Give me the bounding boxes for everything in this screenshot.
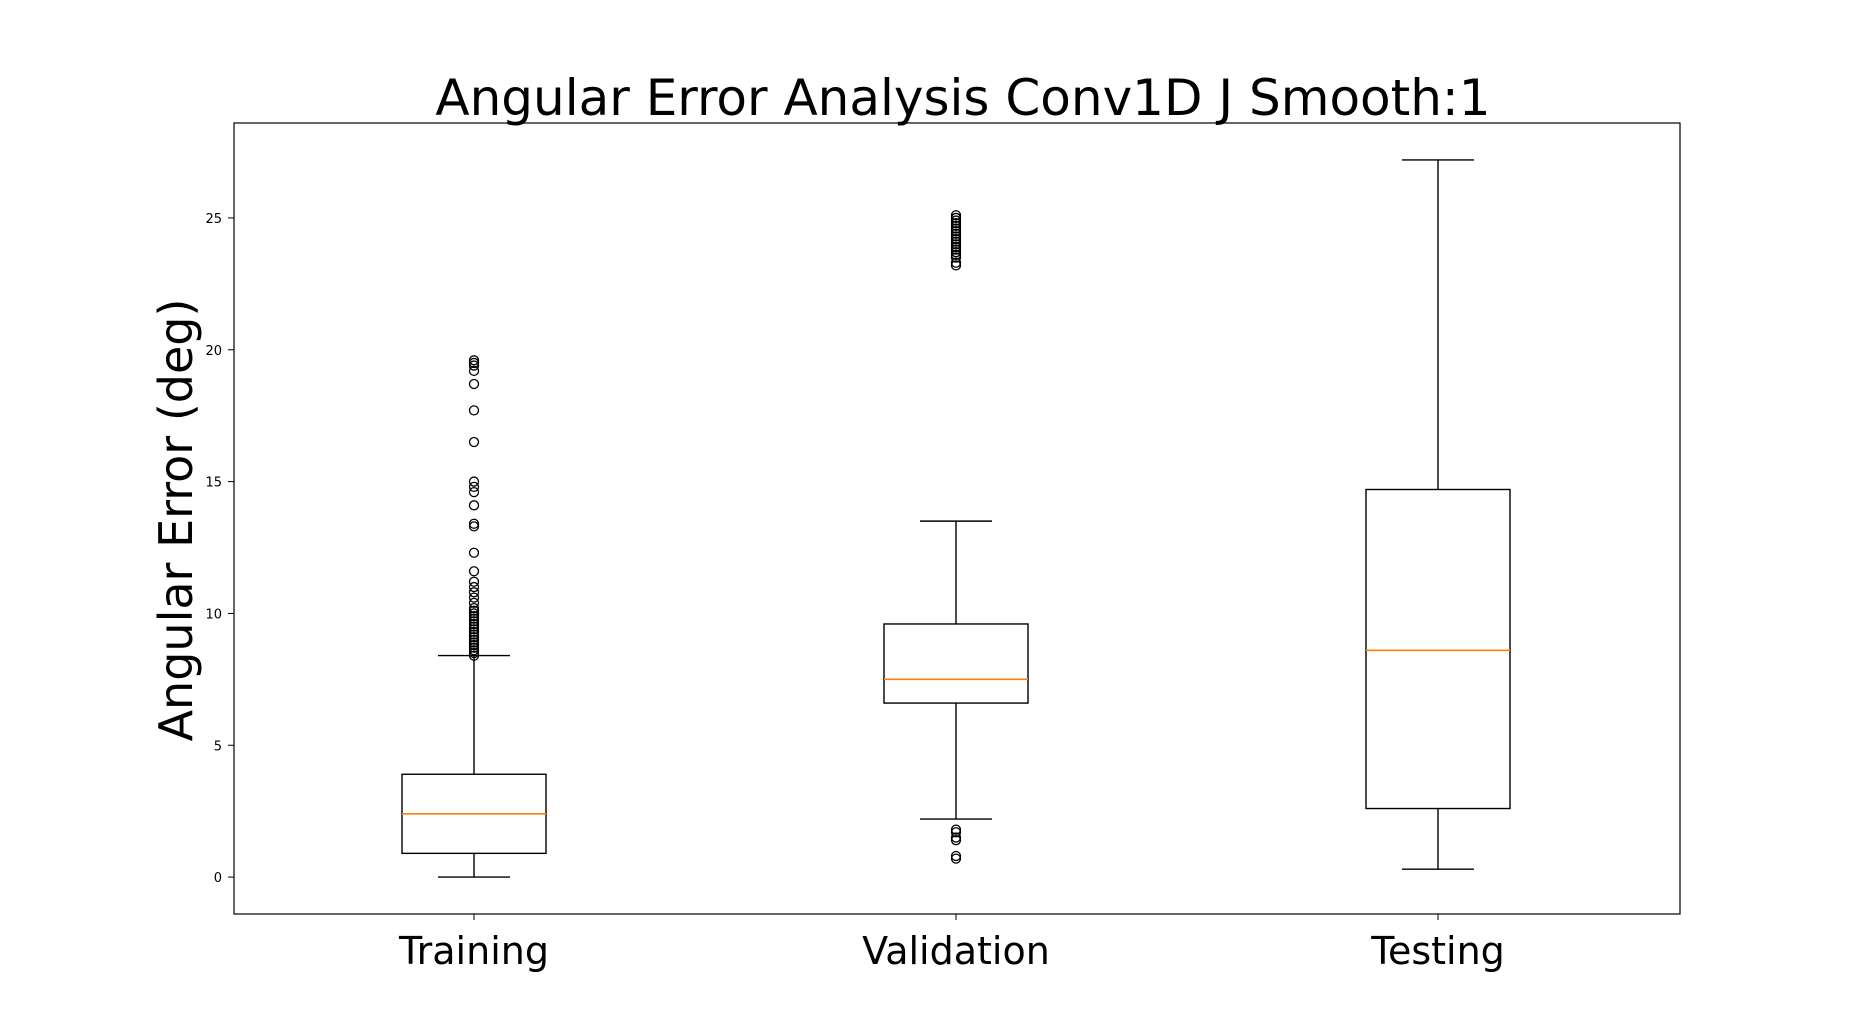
outlier-training (468, 650, 480, 661)
outlier-training (468, 639, 480, 651)
outlier-validation (950, 257, 962, 268)
outlier-validation (950, 215, 962, 226)
outlier-training (468, 602, 480, 614)
plot-area: 0 5 10 15 20 25 Training Validation Testing (205, 159, 1511, 973)
outlier-validation (950, 824, 962, 835)
axes-frame (233, 122, 1681, 915)
outlier-validation (950, 210, 962, 221)
outlier-training (468, 621, 480, 632)
y-tick-label: 10 (205, 607, 222, 622)
outlier-validation (950, 212, 962, 224)
y-tick-label: 15 (205, 476, 222, 491)
outlier-training (468, 616, 480, 627)
outlier-training (468, 642, 480, 653)
outlier-validation (950, 850, 962, 862)
x-tick-label-testing: Testing (1370, 929, 1505, 973)
outlier-training (468, 581, 480, 593)
outlier-training (468, 481, 480, 493)
outlier-validation (950, 827, 962, 838)
outlier-training (468, 360, 480, 371)
outlier-training (468, 624, 480, 635)
outlier-validation (950, 247, 962, 258)
outlier-training (468, 365, 480, 376)
x-tick-label-training: Training (398, 929, 549, 973)
outlier-training (468, 592, 480, 603)
outlier-training (468, 378, 480, 390)
outlier-validation (950, 239, 962, 250)
outlier-training (468, 634, 480, 645)
outlier-validation (950, 225, 962, 237)
outlier-training (468, 647, 480, 659)
outlier-validation (950, 233, 962, 245)
outlier-training (468, 645, 480, 656)
outlier-validation (950, 249, 962, 260)
y-tick-label: 20 (205, 344, 222, 359)
box-testing (1365, 488, 1511, 810)
outlier-training (468, 436, 480, 448)
outlier-validation (950, 244, 962, 255)
outlier-training (468, 597, 480, 609)
outlier-training (468, 618, 480, 630)
chart-title: Angular Error Analysis Conv1D J Smooth:1 (435, 69, 1490, 127)
outlier-validation (950, 252, 962, 263)
outlier-training (468, 486, 480, 498)
outlier-validation (950, 236, 962, 247)
outlier-training (468, 521, 480, 532)
y-axis-label: Angular Error (deg) (149, 299, 203, 742)
outlier-training (468, 626, 480, 638)
outlier-validation (950, 220, 962, 231)
outlier-validation (950, 853, 962, 864)
outlier-training (468, 608, 480, 619)
outlier-training (468, 518, 480, 529)
box-validation (883, 623, 1029, 704)
outlier-training (468, 629, 480, 640)
outlier-validation (950, 260, 962, 271)
outlier-training (468, 405, 480, 416)
outlier-training (468, 613, 480, 624)
y-tick-label: 0 (214, 871, 222, 886)
outlier-training (468, 587, 480, 598)
x-tick-label-validation: Validation (862, 929, 1050, 973)
outlier-training (468, 632, 480, 643)
outlier-training (468, 500, 480, 511)
outlier-validation (950, 241, 962, 253)
outlier-validation (950, 835, 962, 846)
outlier-training (468, 476, 480, 487)
outlier-validation (950, 218, 962, 229)
outlier-training (468, 355, 480, 366)
y-tick-label: 5 (214, 739, 222, 754)
outlier-training (468, 547, 480, 558)
outlier-training (468, 637, 480, 648)
outlier-training (468, 610, 480, 622)
outlier-training (468, 566, 480, 577)
outlier-training (468, 576, 480, 587)
outlier-validation (950, 832, 962, 843)
outlier-training (468, 605, 480, 616)
outlier-validation (950, 228, 962, 239)
y-tick-label: 25 (205, 212, 222, 227)
outlier-training (468, 357, 480, 369)
outlier-validation (950, 231, 962, 242)
outlier-validation (950, 223, 962, 234)
